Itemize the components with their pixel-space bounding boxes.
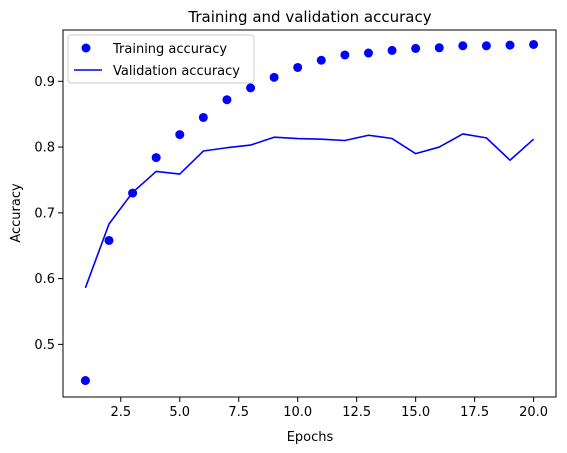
data-point-training-accuracy bbox=[434, 43, 444, 53]
x-tick-label: 17.5 bbox=[460, 405, 489, 420]
x-axis-ticks: 2.5 5.0 7.5 10.0 12.5 15.0 17.5 20.0 bbox=[110, 397, 548, 420]
y-tick-label: 0.9 bbox=[34, 75, 55, 90]
data-point-training-accuracy bbox=[175, 130, 185, 140]
data-point-training-accuracy bbox=[151, 153, 161, 163]
legend-label-training: Training accuracy bbox=[112, 42, 227, 57]
legend-label-validation: Validation accuracy bbox=[113, 64, 240, 79]
data-point-training-accuracy bbox=[529, 39, 539, 49]
data-point-training-accuracy bbox=[198, 112, 208, 122]
data-point-training-accuracy bbox=[340, 50, 350, 60]
plot-frame bbox=[62, 29, 557, 398]
y-axis-label: Accuracy bbox=[9, 183, 24, 243]
data-point-training-accuracy bbox=[293, 62, 303, 72]
data-point-training-accuracy bbox=[505, 40, 515, 50]
data-point-training-accuracy bbox=[246, 83, 256, 93]
x-tick-label: 7.5 bbox=[228, 405, 249, 420]
legend-marker-training bbox=[81, 43, 91, 53]
data-point-training-accuracy bbox=[104, 235, 114, 245]
data-point-training-accuracy bbox=[269, 72, 279, 82]
y-tick-label: 0.6 bbox=[34, 272, 55, 287]
series-line-validation-accuracy bbox=[84, 133, 535, 289]
data-point-training-accuracy bbox=[458, 41, 468, 51]
x-tick-label: 20.0 bbox=[519, 405, 548, 420]
data-point-training-accuracy bbox=[387, 45, 397, 55]
plot-area bbox=[80, 39, 539, 386]
legend-box bbox=[67, 34, 255, 84]
data-point-training-accuracy bbox=[80, 376, 90, 386]
x-tick-label: 12.5 bbox=[342, 405, 371, 420]
x-tick-label: 5.0 bbox=[169, 405, 190, 420]
chart-title: Training and validation accuracy bbox=[187, 8, 431, 26]
x-tick-label: 15.0 bbox=[401, 405, 430, 420]
data-point-training-accuracy bbox=[411, 43, 421, 53]
y-tick-label: 0.8 bbox=[34, 141, 55, 156]
data-point-training-accuracy bbox=[481, 41, 491, 51]
y-tick-label: 0.5 bbox=[34, 338, 55, 353]
x-axis-label: Epochs bbox=[287, 430, 334, 445]
y-axis-ticks: 0.5 0.6 0.7 0.8 0.9 bbox=[34, 75, 63, 353]
x-tick-label: 2.5 bbox=[110, 405, 131, 420]
legend: Training accuracy Validation accuracy bbox=[67, 34, 255, 84]
data-point-training-accuracy bbox=[222, 95, 232, 105]
data-point-training-accuracy bbox=[363, 48, 373, 58]
x-tick-label: 10.0 bbox=[283, 405, 312, 420]
y-tick-label: 0.7 bbox=[34, 206, 55, 221]
data-point-training-accuracy bbox=[316, 55, 326, 65]
